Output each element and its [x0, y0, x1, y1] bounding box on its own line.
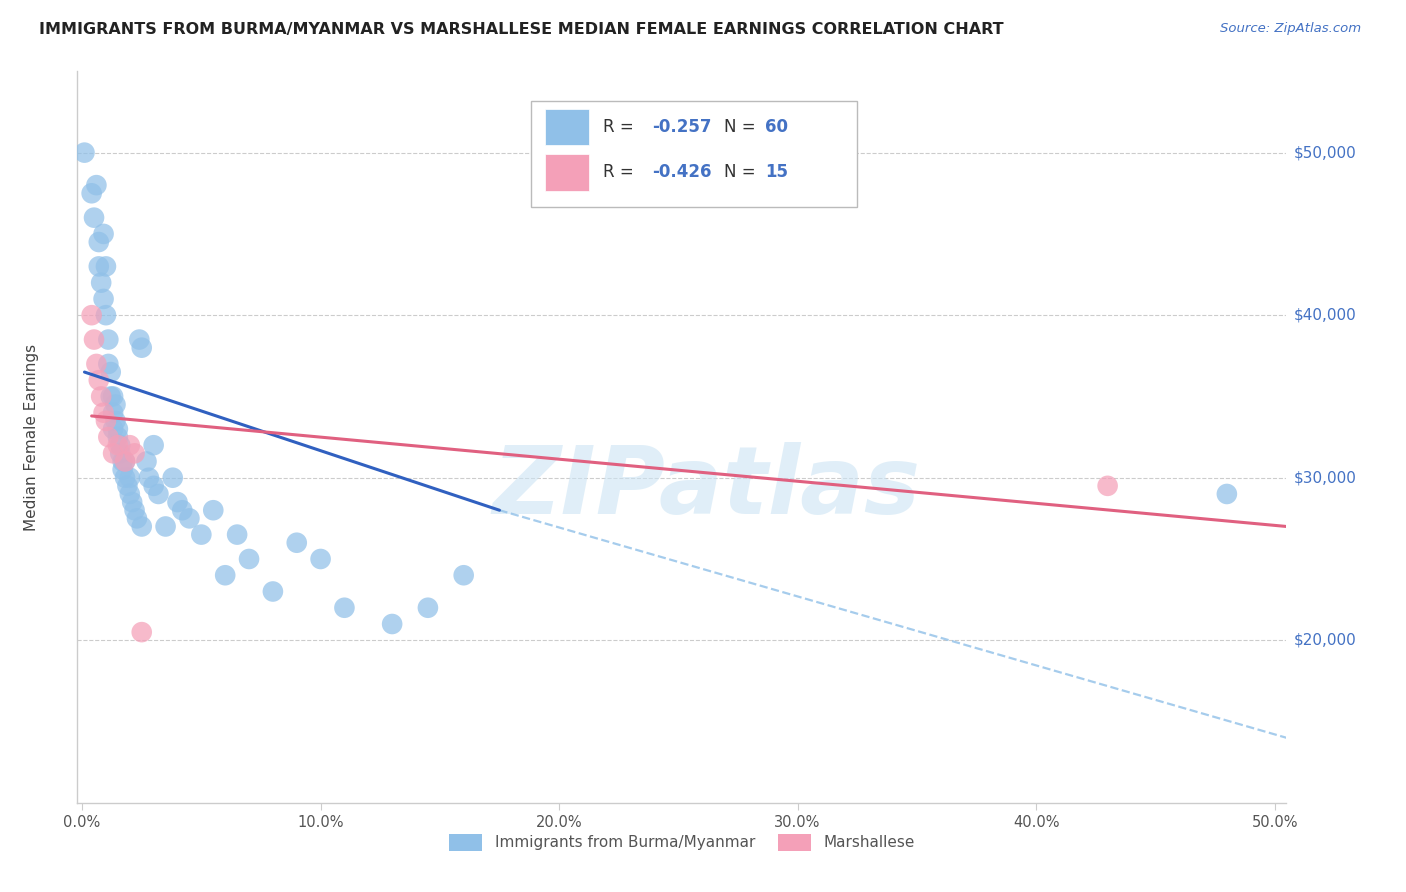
Point [128, 333, 150, 347]
Point [118, 438, 141, 452]
Text: Median Female Earnings: Median Female Earnings [24, 343, 39, 531]
Text: IMMIGRANTS FROM BURMA/MYANMAR VS MARSHALLESE MEDIAN FEMALE EARNINGS CORRELATION : IMMIGRANTS FROM BURMA/MYANMAR VS MARSHAL… [39, 22, 1004, 37]
Point [110, 446, 132, 460]
Point [166, 495, 188, 509]
FancyBboxPatch shape [531, 101, 858, 207]
Point [135, 454, 157, 468]
Point [111, 462, 134, 476]
Point [97, 357, 120, 371]
Point [381, 617, 404, 632]
Text: Source: ZipAtlas.com: Source: ZipAtlas.com [1220, 22, 1361, 36]
Point [333, 600, 356, 615]
Point [93, 292, 115, 306]
Point [262, 584, 284, 599]
Point [97, 333, 120, 347]
Point [80, 186, 103, 201]
Point [83, 333, 105, 347]
Point [93, 227, 115, 241]
Point [118, 471, 141, 485]
Point [121, 495, 143, 509]
Text: $50,000: $50,000 [1294, 145, 1357, 161]
Point [86, 357, 108, 371]
Text: $30,000: $30,000 [1294, 470, 1357, 485]
Point [125, 511, 148, 525]
Point [162, 471, 184, 485]
Point [101, 446, 124, 460]
Point [107, 438, 129, 452]
Text: ZIPatlas: ZIPatlas [492, 442, 920, 534]
Point [202, 503, 225, 517]
Point [101, 422, 124, 436]
Point [238, 552, 260, 566]
Point [1216, 487, 1239, 501]
Point [172, 503, 194, 517]
Point [101, 389, 124, 403]
Point [114, 471, 136, 485]
Point [142, 479, 165, 493]
Point [214, 568, 236, 582]
Point [138, 471, 160, 485]
Text: 15: 15 [765, 163, 789, 181]
Point [416, 600, 439, 615]
Point [114, 454, 136, 468]
Point [131, 625, 153, 640]
Point [73, 145, 96, 160]
Point [104, 398, 127, 412]
Point [226, 527, 249, 541]
Point [90, 389, 112, 403]
Point [94, 414, 117, 428]
Point [83, 211, 105, 225]
Point [1097, 479, 1119, 493]
Point [93, 406, 115, 420]
Point [104, 414, 127, 428]
Legend: Immigrants from Burma/Myanmar, Marshallese: Immigrants from Burma/Myanmar, Marshalle… [443, 828, 921, 857]
Point [86, 178, 108, 193]
Text: $20,000: $20,000 [1294, 632, 1357, 648]
Point [111, 454, 134, 468]
Point [155, 519, 177, 533]
Point [309, 552, 332, 566]
Point [179, 511, 201, 525]
Point [118, 487, 141, 501]
Point [97, 430, 120, 444]
FancyBboxPatch shape [546, 154, 589, 191]
Point [453, 568, 475, 582]
Point [117, 479, 139, 493]
Text: 60: 60 [765, 118, 789, 136]
Text: N =: N = [724, 163, 761, 181]
Point [142, 438, 165, 452]
Point [94, 260, 117, 274]
Point [94, 308, 117, 322]
Point [87, 235, 110, 249]
FancyBboxPatch shape [546, 109, 589, 145]
Text: $40,000: $40,000 [1294, 308, 1357, 323]
Point [100, 389, 122, 403]
Text: -0.257: -0.257 [652, 118, 711, 136]
Point [107, 422, 129, 436]
Point [148, 487, 170, 501]
Point [110, 438, 132, 452]
Text: R =: R = [603, 163, 640, 181]
Point [124, 446, 146, 460]
Point [131, 341, 153, 355]
Point [90, 276, 112, 290]
Point [190, 527, 212, 541]
Point [124, 503, 146, 517]
Point [101, 406, 124, 420]
Text: -0.426: -0.426 [652, 163, 711, 181]
Point [107, 430, 129, 444]
Point [87, 373, 110, 387]
Text: R =: R = [603, 118, 640, 136]
Point [114, 454, 136, 468]
Point [131, 519, 153, 533]
Point [285, 535, 308, 549]
Point [80, 308, 103, 322]
Text: N =: N = [724, 118, 761, 136]
Point [100, 365, 122, 379]
Point [87, 260, 110, 274]
